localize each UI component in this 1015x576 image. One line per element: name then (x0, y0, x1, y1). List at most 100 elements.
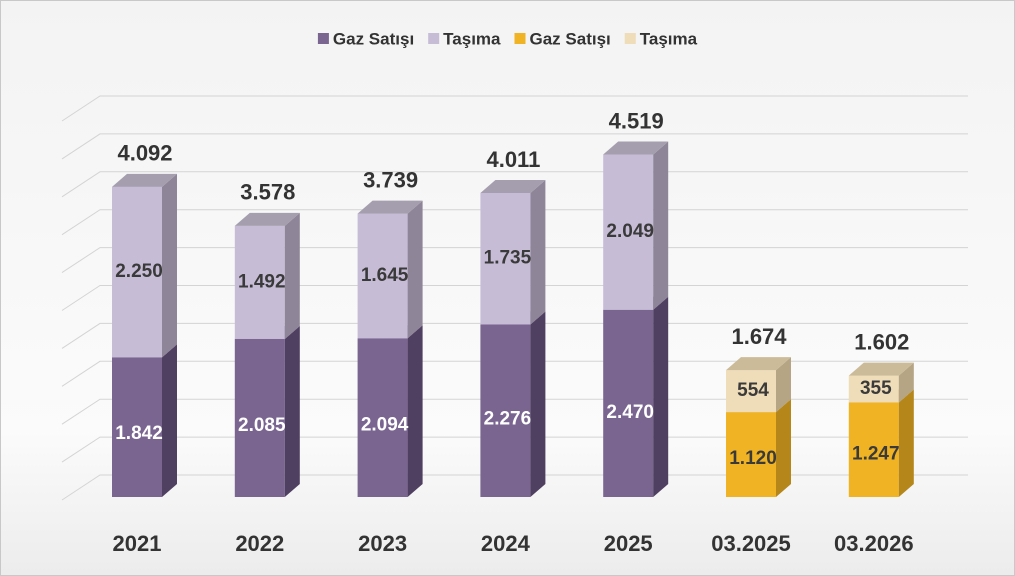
x-tick-label: 2025 (604, 531, 653, 556)
total-label: 4.519 (609, 108, 664, 133)
bar-front (112, 186, 162, 358)
bar-side (653, 141, 669, 310)
grid-line (61, 95, 968, 122)
bar-side (776, 357, 791, 413)
value-label: 2.085 (238, 415, 286, 436)
bar-segment (112, 344, 177, 497)
total-label: 1.602 (854, 329, 909, 354)
total-label: 3.739 (363, 167, 418, 192)
legend-item: Taşıma (624, 29, 698, 48)
bar-segment (357, 200, 423, 339)
bar-side (284, 325, 300, 497)
bar-side (530, 311, 546, 497)
bar-side (776, 399, 791, 497)
bar-side (407, 200, 423, 339)
bar-front (848, 402, 899, 497)
x-tick-label: 2022 (235, 531, 284, 556)
total-label: 3.578 (240, 180, 295, 205)
legend-label: Gaz Satışı (530, 29, 611, 48)
legend-label: Taşıma (640, 29, 698, 48)
bar-side (162, 344, 177, 497)
grid-line (61, 247, 968, 274)
bar-segment (726, 357, 791, 413)
bar-front (848, 375, 899, 403)
bar-top (480, 179, 546, 193)
legend-swatch (428, 33, 440, 44)
legend-item: Gaz Satışı (317, 29, 414, 48)
bar-top (848, 362, 914, 376)
bar-front (726, 370, 776, 413)
bar-segment (480, 179, 546, 325)
x-tick-label: 03.2026 (834, 531, 914, 556)
bar-front (480, 324, 531, 497)
bar-front (234, 225, 285, 339)
x-tick-label: 2024 (481, 531, 531, 556)
grid-line (61, 285, 968, 311)
bar-side (898, 389, 914, 497)
legend-label: Taşıma (443, 29, 501, 48)
legend-item: Taşıma (428, 29, 501, 48)
bar-segment (112, 173, 177, 358)
grid-line (61, 474, 968, 501)
legend-swatch (514, 33, 526, 44)
total-label: 1.674 (731, 324, 787, 349)
bar-front (603, 154, 654, 310)
bar-front (480, 192, 531, 325)
bar-front (112, 357, 162, 497)
value-label: 1.735 (484, 248, 532, 269)
bar-top (234, 212, 300, 226)
bar-side (162, 173, 177, 358)
bar-segment (480, 311, 546, 497)
bar-segment (234, 325, 300, 497)
grid-line (61, 171, 968, 198)
x-tick-label: 03.2025 (711, 531, 791, 556)
bar-front (357, 338, 408, 497)
value-label: 1.645 (361, 265, 409, 286)
bar-side (653, 296, 669, 497)
legend: Gaz Satışı Taşıma Gaz Satışı Taşıma (317, 29, 698, 48)
bar-front (603, 309, 654, 497)
grid-line (61, 322, 968, 349)
value-label: 2.470 (606, 402, 654, 423)
legend-swatch (624, 33, 636, 44)
bar-top (112, 173, 177, 187)
value-label: 355 (860, 378, 892, 399)
value-label: 554 (737, 380, 769, 401)
grid-line (61, 209, 968, 236)
grid-line (61, 133, 968, 160)
bar-segment (603, 141, 669, 310)
bar-top (726, 357, 791, 371)
value-label: 2.250 (115, 261, 163, 282)
bar-segment (848, 362, 914, 403)
total-label: 4.092 (117, 141, 172, 166)
bar-front (726, 412, 776, 497)
value-label: 1.247 (852, 443, 900, 464)
bar-front (234, 338, 285, 497)
value-label: 1.842 (115, 423, 163, 444)
value-label: 2.094 (361, 415, 409, 436)
value-label: 2.049 (606, 221, 654, 242)
grid-line (61, 360, 968, 387)
bar-segment (234, 212, 300, 339)
bar-segment (603, 296, 669, 497)
value-label: 2.276 (484, 408, 532, 429)
bar-side (898, 362, 914, 403)
legend-label: Gaz Satışı (333, 29, 414, 48)
bar-side (284, 212, 300, 339)
grid (61, 95, 968, 501)
bar-side (407, 325, 423, 497)
bar-front (357, 213, 408, 339)
bar-top (603, 141, 669, 155)
bar-top (357, 200, 423, 214)
bar-segment (357, 325, 423, 497)
grid-line (61, 398, 968, 425)
x-tick-label: 2023 (358, 531, 407, 556)
value-label: 1.492 (238, 271, 286, 292)
legend-swatch (317, 33, 329, 44)
bars: 1.842 2.250 4.092 2021 2.085 1.492 3.578 2022 2.… (112, 108, 914, 556)
total-label: 4.011 (486, 147, 540, 172)
value-label: 1.120 (729, 448, 777, 469)
bar-side (530, 179, 546, 325)
grid-line (61, 436, 968, 463)
